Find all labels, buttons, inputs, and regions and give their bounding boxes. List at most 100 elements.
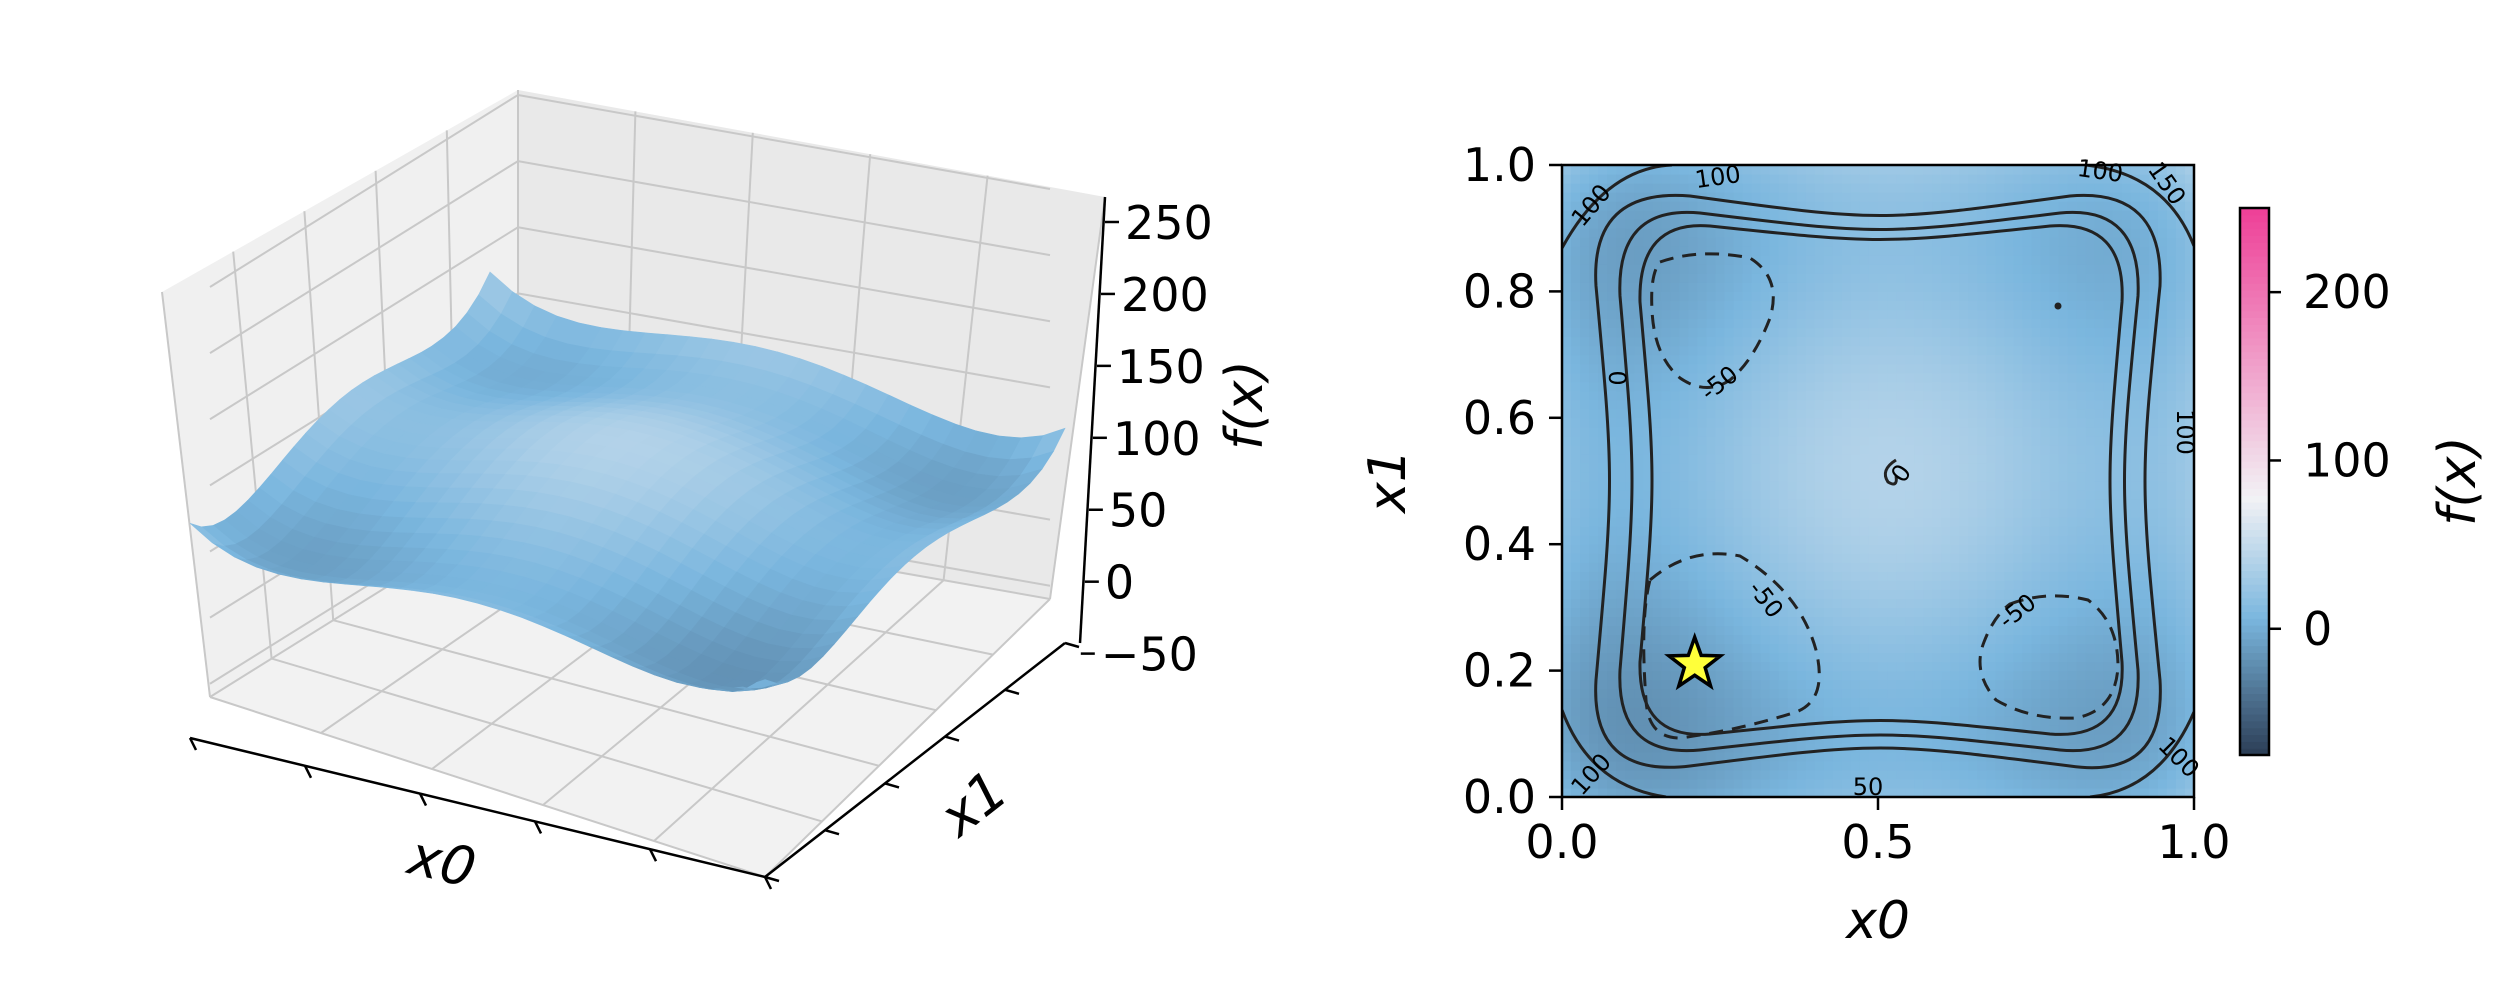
heatmap-cell [1787,246,1798,256]
heatmap-cell [1778,562,1789,572]
heatmap-cell [1986,372,1996,383]
heatmap-cell [1986,706,1996,717]
heatmap-cell [2040,264,2051,274]
heatmap-cell [1589,778,1599,789]
heatmap-cell [1634,471,1644,482]
heatmap-cell [1769,616,1780,627]
heatmap-cell [1598,508,1608,518]
heatmap-cell [2112,535,2123,545]
heatmap-cell [2004,769,2015,780]
heatmap-cell [1841,417,1852,428]
heatmap-cell [1878,481,1888,491]
heatmap-cell [1905,535,1915,545]
heatmap-cell [1968,390,1978,401]
heatmap-cell [1715,183,1726,193]
heatmap-cell [1670,526,1680,536]
heatmap-cell [1607,363,1617,374]
heatmap-cell [1751,535,1762,545]
heatmap-cell [1625,634,1635,645]
heatmap-cell [1742,255,1753,265]
heatmap-cell [2103,345,2114,356]
heatmap-cell [1562,517,1572,527]
heatmap-cell [1986,526,1996,536]
heatmap-cell [1905,444,1915,455]
heatmap-cell [2085,778,2096,789]
heatmap-cell [1760,165,1771,175]
heatmap-cell [1715,444,1726,455]
heatmap-cell [1697,201,1708,211]
heatmap-cell [1742,679,1753,690]
heatmap-cell [1914,769,1924,780]
heatmap-cell [1706,544,1717,554]
heatmap-cell [1841,201,1852,211]
heatmap-cell [1751,616,1762,627]
heatmap-cell [1995,625,2005,636]
heatmap-cell [1977,300,1987,311]
heatmap-cell [2040,318,2051,329]
heatmap-cell [1859,634,1870,645]
heatmap-cell [1941,499,1951,509]
heatmap-cell [1598,210,1608,220]
heatmap-cell [2076,201,2087,211]
heatmap-cell [1995,553,2005,563]
heatmap-cell [1634,417,1644,428]
heatmap-cell [1796,652,1807,663]
heatmap-cell [1760,237,1771,247]
heatmap-cell [1724,688,1735,699]
heatmap-cell [1887,499,1897,509]
heatmap-cell [1580,201,1590,211]
heatmap-cell [1724,291,1735,302]
heatmap-cell [1914,679,1924,690]
heatmap-cell [1986,255,1996,265]
heatmap-cell [2067,742,2078,753]
heatmap-cell [2013,201,2024,211]
heatmap-cell [2022,499,2033,509]
heatmap-cell [1941,192,1951,202]
heatmap-cell [1571,508,1581,518]
heatmap-cell [2013,697,2024,708]
heatmap-cell [1733,363,1744,374]
heatmap-cell [1634,562,1644,572]
heatmap-cell [1697,625,1708,636]
heatmap-cell [1832,462,1843,473]
heatmap-cell [2058,201,2069,211]
heatmap-cell [2085,462,2096,473]
heatmap-cell [1769,553,1780,563]
heatmap-cell [1977,219,1987,229]
heatmap-cell [1923,598,1933,608]
heatmap-cell [1932,201,1942,211]
heatmap-cell [2085,706,2096,717]
heatmap-cell [1634,787,1644,797]
heatmap-cell [1652,444,1662,455]
heatmap-cell [2004,192,2015,202]
heatmap-cell [1625,607,1635,618]
heatmap-cell [1796,471,1807,482]
heatmap-cell [2031,679,2042,690]
heatmap-cell [1706,363,1717,374]
heatmap-cell [1751,345,1762,356]
heatmap-cell [1598,643,1608,654]
heatmap-cell [1742,670,1753,681]
heatmap-cell [2076,481,2087,491]
heatmap-cell [1760,282,1771,292]
heatmap-cell [2076,174,2087,184]
heatmap-cell [1905,607,1915,618]
heatmap-cell [1850,417,1861,428]
heatmap-cell [1841,309,1852,320]
heatmap-cell [1742,426,1753,437]
heatmap-cell [1598,535,1608,545]
heatmap-cell [1643,652,1653,663]
heatmap-cell [1562,264,1572,274]
heatmap-cell [1643,309,1653,320]
heatmap-cell [1598,165,1608,175]
heatmap-cell [1652,526,1662,536]
heatmap-cell [1634,192,1644,202]
heatmap-cell [1859,517,1870,527]
heatmap-cell [1607,535,1617,545]
heatmap-cell [1562,760,1572,771]
heatmap-cell [1914,778,1924,789]
heatmap-cell [1814,264,1825,274]
heatmap-cell [2004,462,2015,473]
heatmap-cell [1562,733,1572,744]
heatmap-cell [1652,264,1662,274]
